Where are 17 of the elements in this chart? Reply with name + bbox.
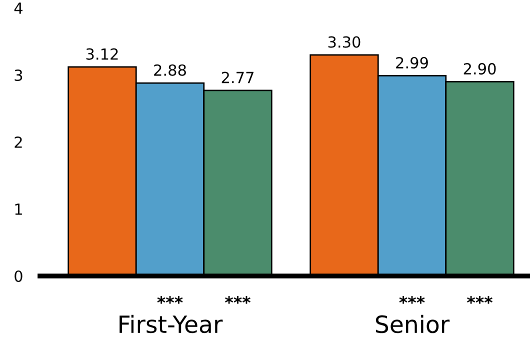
text: *** bbox=[467, 296, 492, 304]
y-tick-label: 4 bbox=[14, 2, 22, 14]
y-tick-label: 3 bbox=[14, 69, 22, 82]
data-label: 2.90 bbox=[464, 63, 496, 75]
text: *** bbox=[399, 296, 425, 304]
x-tick-label: Senior bbox=[376, 314, 450, 334]
data-label: 3.30 bbox=[328, 36, 360, 48]
data-label: 3.12 bbox=[86, 48, 118, 60]
y-tick-label: 1 bbox=[15, 204, 22, 215]
data-label: 2.88 bbox=[154, 64, 186, 76]
data-label: 2.77 bbox=[222, 72, 254, 84]
text: *** bbox=[225, 296, 250, 304]
y-tick-label: 2 bbox=[14, 136, 22, 148]
data-label: 2.99 bbox=[396, 56, 428, 69]
y-tick-label: 0 bbox=[14, 270, 22, 282]
x-tick-label: First-Year bbox=[120, 314, 223, 334]
text: *** bbox=[157, 296, 183, 304]
